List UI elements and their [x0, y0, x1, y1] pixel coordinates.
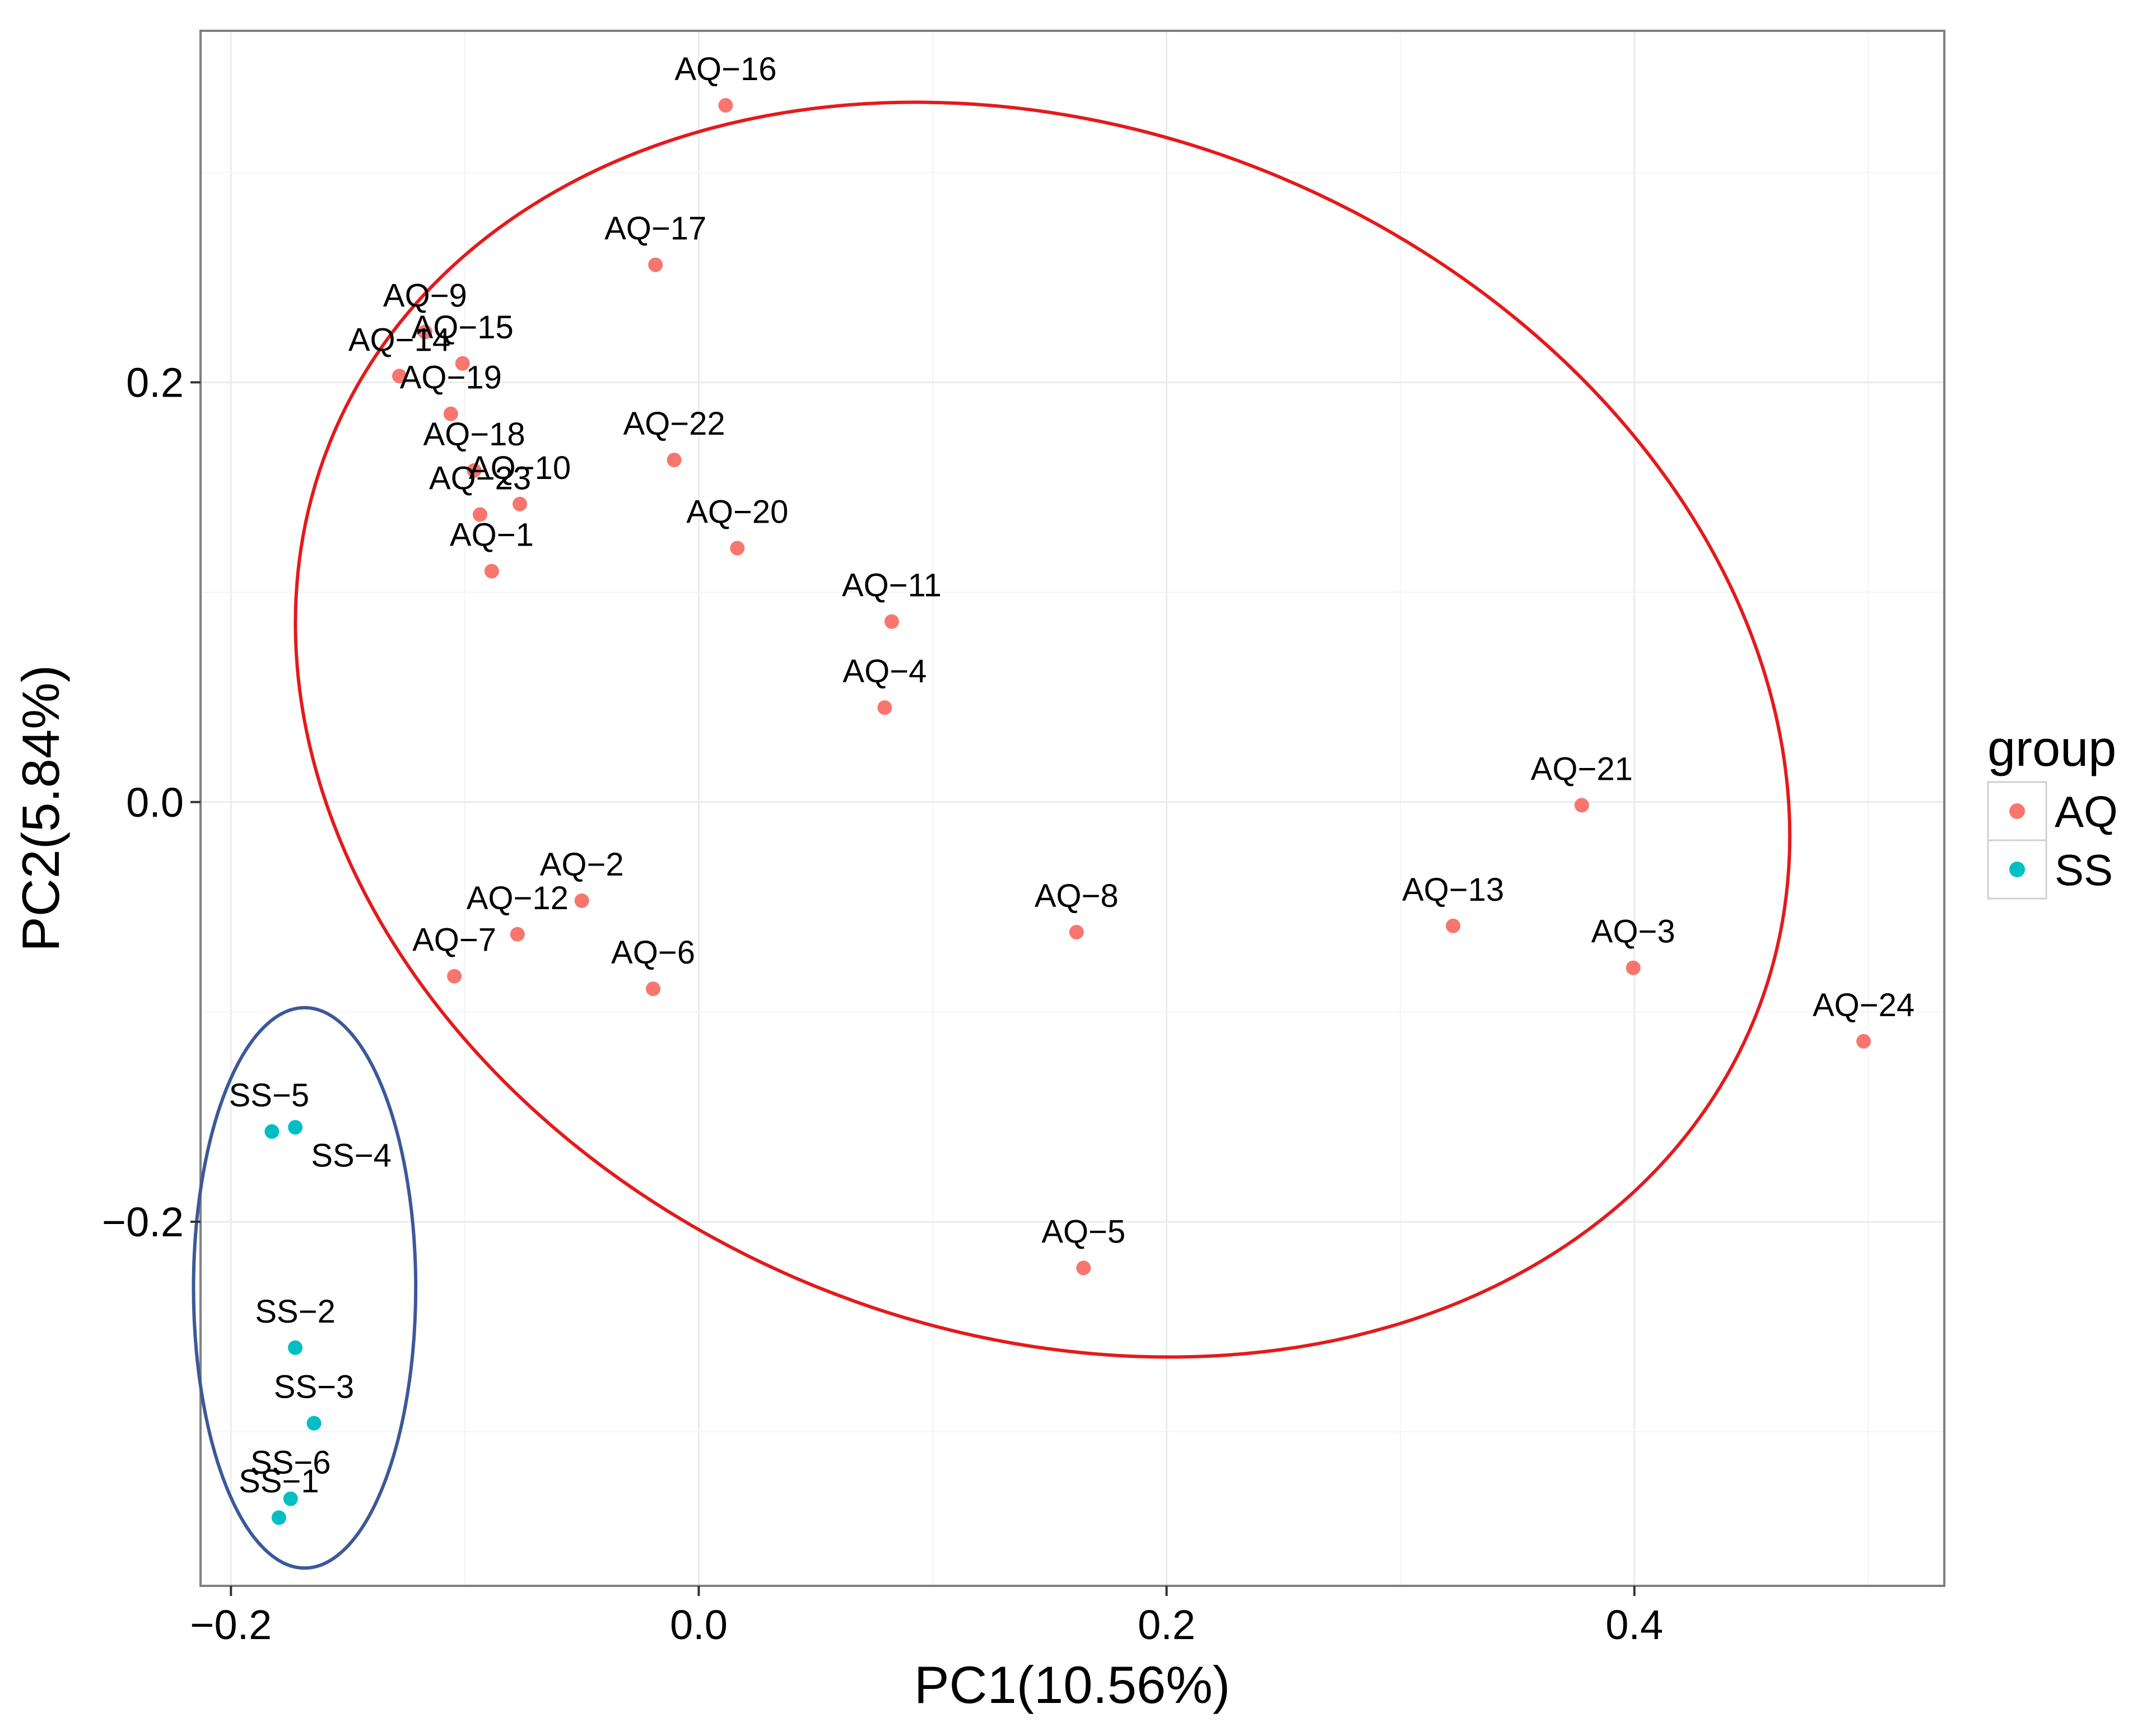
point-aq-24 — [1856, 1034, 1871, 1049]
point-aq-2 — [574, 893, 589, 908]
point-label-aq-14: AQ−14 — [348, 322, 450, 358]
point-aq-19 — [443, 406, 458, 421]
point-label-aq-3: AQ−3 — [1591, 914, 1675, 950]
point-aq-6 — [646, 981, 661, 997]
point-aq-3 — [1626, 960, 1641, 975]
point-label-aq-2: AQ−2 — [540, 846, 624, 883]
y-tick-label: −0.2 — [102, 1199, 184, 1245]
point-aq-12 — [510, 927, 525, 942]
point-label-ss-5: SS−5 — [229, 1077, 310, 1114]
point-label-ss-3: SS−3 — [274, 1369, 355, 1405]
point-aq-21 — [1574, 798, 1589, 813]
point-aq-8 — [1069, 925, 1084, 940]
y-tick-label: 0.2 — [126, 360, 184, 406]
point-aq-15 — [455, 356, 470, 371]
point-aq-17 — [648, 257, 663, 272]
legend-title: group — [1987, 721, 2116, 777]
point-label-aq-1: AQ−1 — [450, 517, 534, 553]
x-tick-label: 0.4 — [1605, 1602, 1663, 1648]
point-label-aq-16: AQ−16 — [674, 51, 776, 87]
point-aq-5 — [1076, 1260, 1091, 1276]
point-aq-9 — [417, 324, 432, 339]
x-tick-label: −0.2 — [190, 1602, 272, 1648]
point-label-aq-21: AQ−21 — [1531, 751, 1633, 787]
point-label-aq-24: AQ−24 — [1813, 987, 1915, 1023]
point-ss-6 — [283, 1491, 298, 1506]
point-labels: AQ−16AQ−17AQ−9AQ−15AQ−14AQ−19AQ−22AQ−18A… — [229, 51, 1915, 1500]
point-label-aq-9: AQ−9 — [383, 278, 467, 314]
point-label-ss-6: SS−6 — [250, 1445, 331, 1481]
x-axis-title: PC1(10.56%) — [914, 1655, 1230, 1714]
point-aq-16 — [718, 97, 733, 113]
point-label-aq-7: AQ−7 — [412, 922, 496, 958]
point-aq-23 — [472, 507, 487, 522]
data-points — [264, 97, 1871, 1525]
point-label-aq-23: AQ−23 — [429, 460, 531, 497]
point-ss-4 — [288, 1120, 303, 1135]
grid-lines — [201, 31, 1944, 1586]
point-aq-11 — [884, 614, 899, 629]
point-label-aq-20: AQ−20 — [686, 494, 788, 530]
point-label-aq-8: AQ−8 — [1035, 878, 1119, 914]
point-label-aq-11: AQ−11 — [842, 567, 942, 604]
y-axis-title: PC2(5.84%) — [11, 665, 70, 952]
axis-ticks: −0.2 0.0 0.2 0.4 −0.2 0.0 0.2 — [102, 360, 1663, 1648]
point-label-ss-1: SS−1 — [239, 1463, 319, 1500]
point-ss-1 — [271, 1510, 286, 1525]
legend-label-aq: AQ — [2055, 787, 2118, 836]
point-aq-22 — [667, 453, 682, 468]
point-aq-13 — [1446, 918, 1461, 933]
point-aq-1 — [484, 564, 499, 579]
point-label-aq-18: AQ−18 — [423, 416, 525, 453]
point-ss-5 — [264, 1124, 280, 1139]
point-ss-3 — [306, 1416, 322, 1431]
point-label-aq-13: AQ−13 — [1402, 872, 1504, 908]
legend-key-ss — [1987, 839, 2047, 900]
y-tick-label: 0.0 — [126, 779, 184, 826]
point-label-ss-2: SS−2 — [255, 1293, 336, 1330]
x-tick-label: 0.2 — [1138, 1602, 1195, 1648]
point-aq-14 — [392, 369, 407, 384]
legend: group AQ SS — [1987, 721, 2118, 900]
point-label-aq-6: AQ−6 — [611, 934, 695, 971]
point-label-aq-15: AQ−15 — [412, 309, 514, 346]
point-ss-2 — [288, 1340, 303, 1355]
point-aq-7 — [447, 969, 462, 984]
ellipse-ss — [192, 1006, 418, 1570]
point-label-aq-10: AQ−10 — [469, 450, 571, 486]
point-label-aq-19: AQ−19 — [400, 360, 502, 396]
legend-swatch-aq — [2009, 803, 2025, 819]
point-aq-4 — [877, 700, 892, 715]
point-aq-20 — [730, 541, 745, 556]
point-aq-10 — [512, 496, 527, 511]
plot-panel-border — [199, 30, 1945, 1587]
point-label-aq-12: AQ−12 — [467, 880, 569, 916]
x-tick-label: 0.0 — [670, 1602, 728, 1648]
point-label-aq-4: AQ−4 — [842, 653, 926, 690]
legend-label-ss: SS — [2055, 845, 2113, 895]
ellipse-aq — [294, 100, 1792, 1359]
point-label-aq-5: AQ−5 — [1041, 1213, 1125, 1250]
point-label-aq-17: AQ−17 — [604, 211, 706, 247]
point-label-aq-22: AQ−22 — [623, 406, 725, 442]
point-label-ss-4: SS−4 — [311, 1137, 392, 1174]
confidence-ellipses — [192, 100, 1792, 1570]
legend-swatch-ss — [2009, 862, 2025, 877]
point-aq-18 — [467, 463, 482, 478]
